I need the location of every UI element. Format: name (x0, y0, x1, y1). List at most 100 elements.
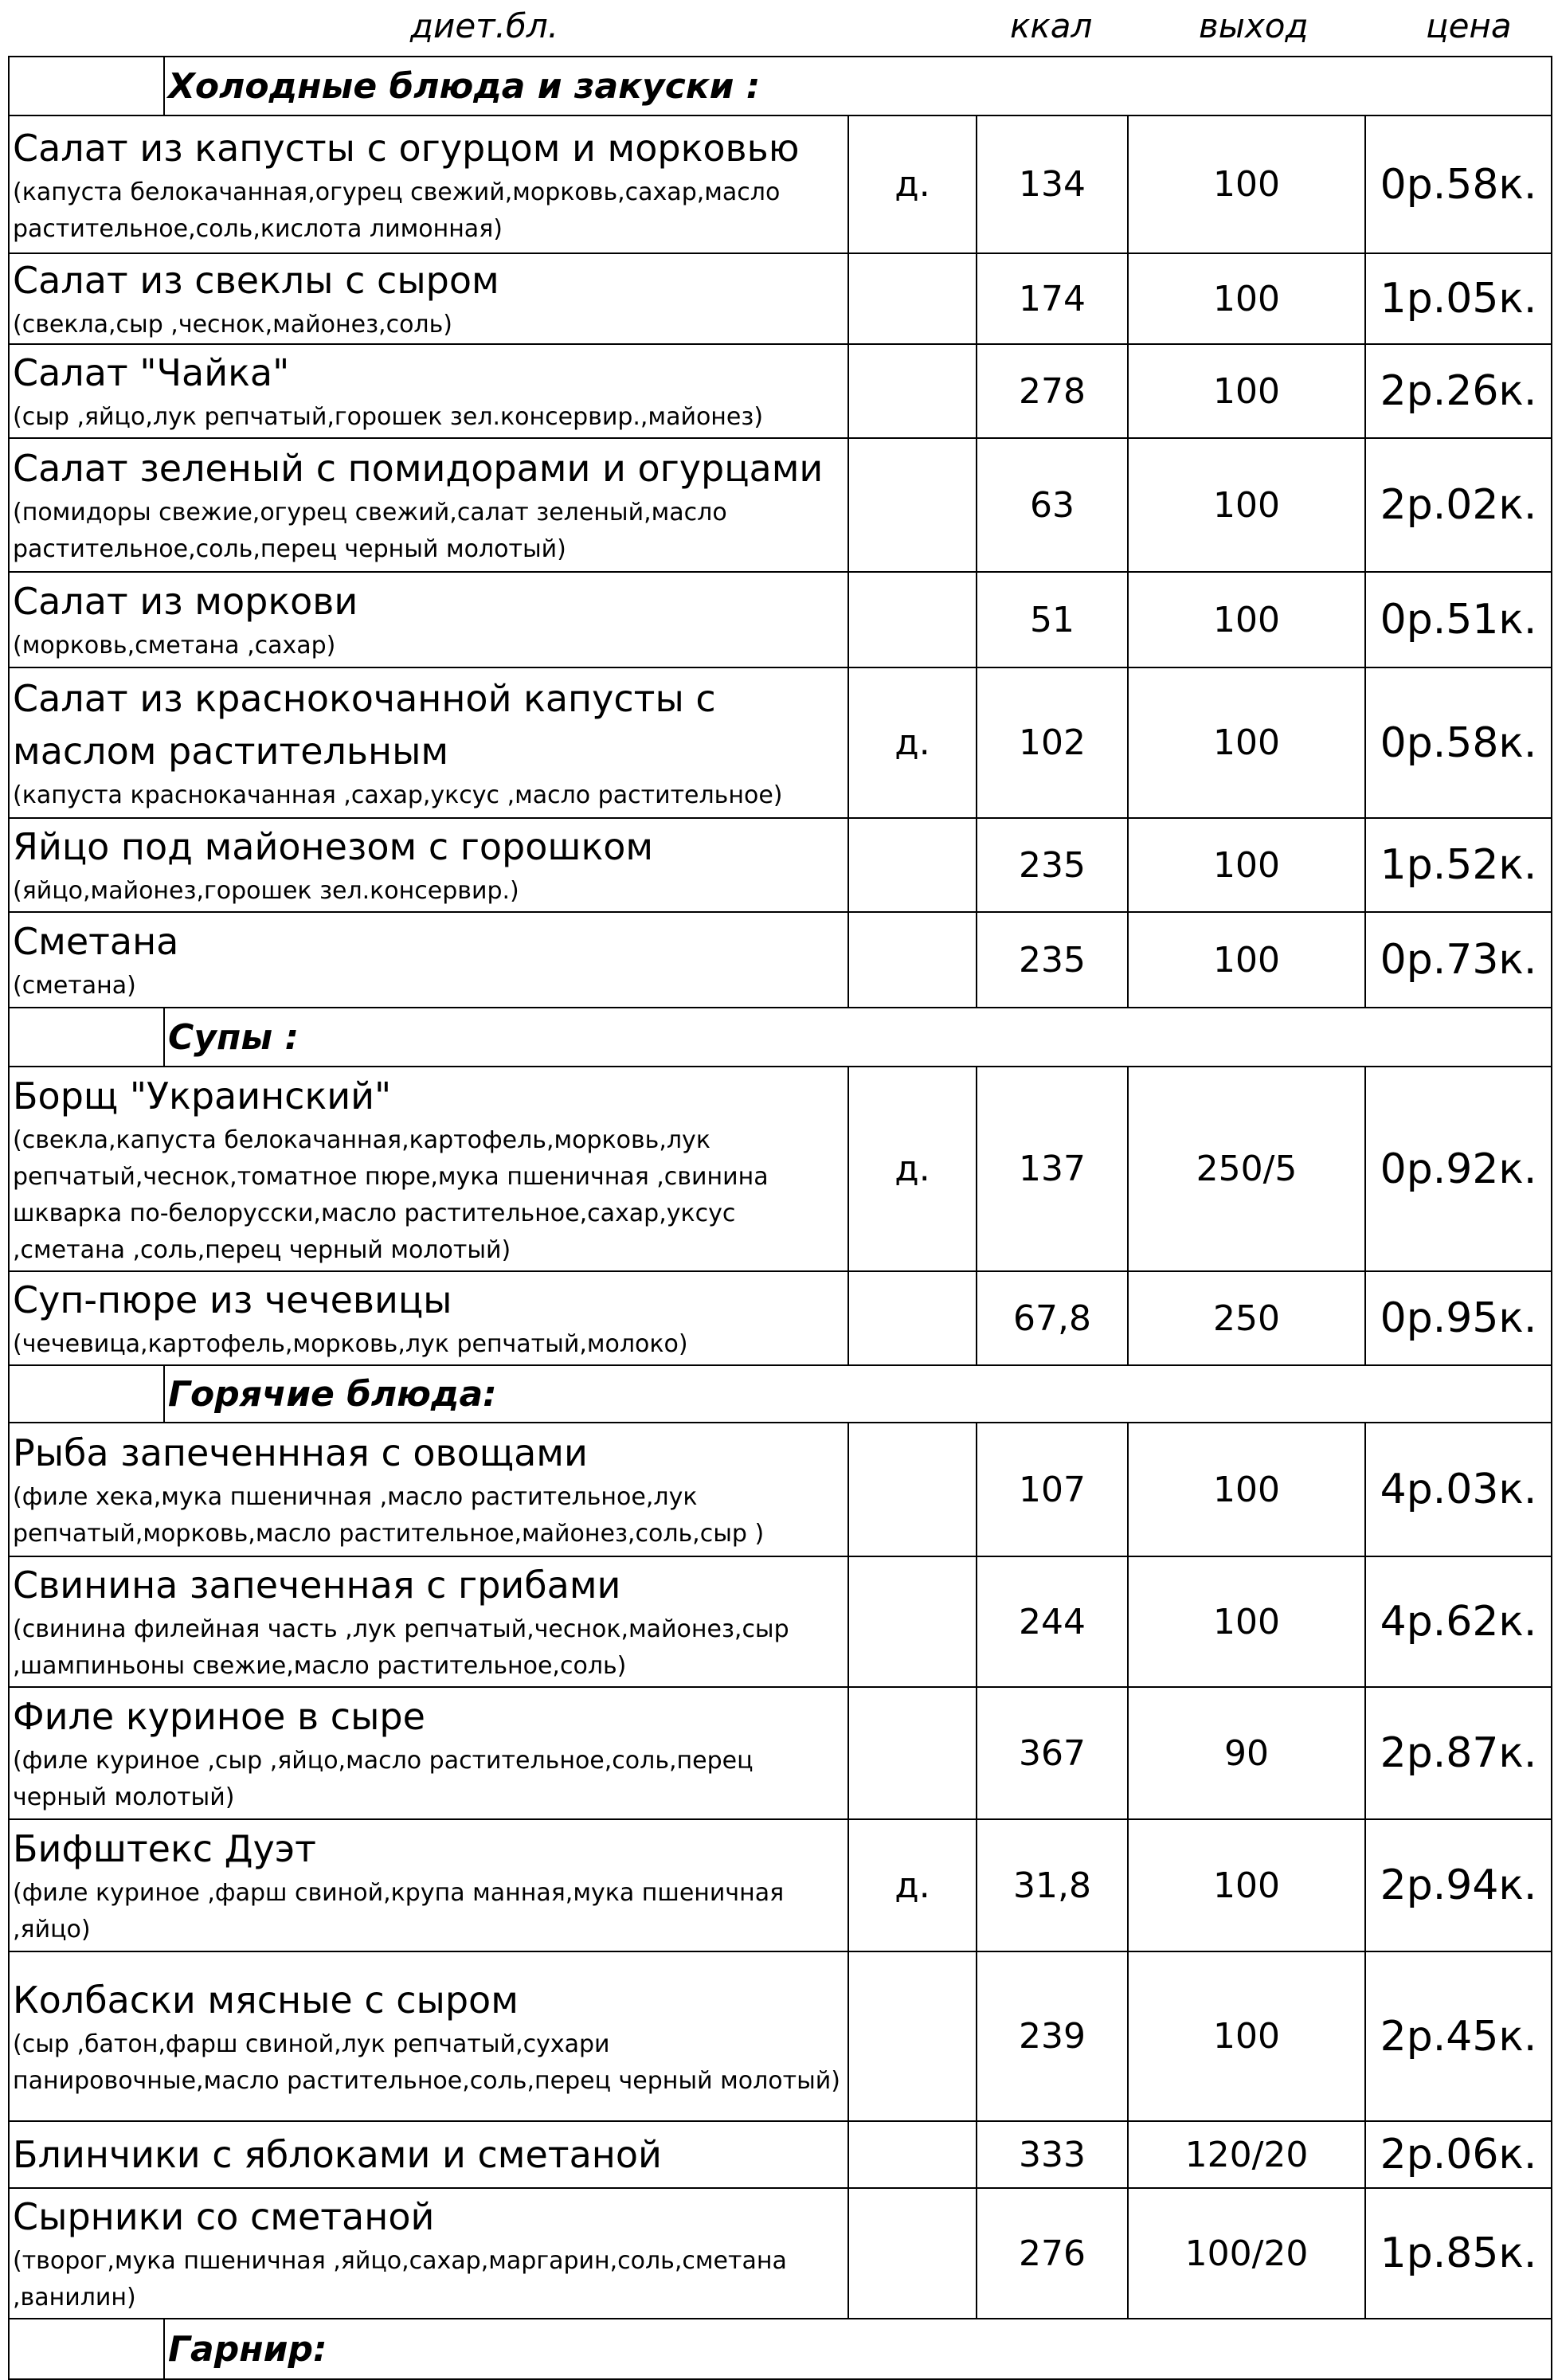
dish-ingredients: (яйцо,майонез,горошек зел.консервир.) (13, 877, 519, 905)
dish-name: Сметана (13, 920, 179, 963)
dish-name: Сырники со сметаной (13, 2195, 435, 2238)
dish-cell: Салат из свеклы с сыром (свекла,сыр ,чесн… (8, 252, 849, 345)
price-value: 1р.52к. (1364, 817, 1553, 913)
dish-ingredients: (творог,мука пшеничная ,яйцо,сахар,марга… (13, 2247, 787, 2311)
output-value: 100/20 (1127, 2187, 1366, 2319)
output-value: 100 (1127, 1951, 1366, 2122)
kcal-value: 51 (976, 571, 1129, 668)
diet-mark (847, 1270, 977, 1366)
output-value: 100 (1127, 571, 1366, 668)
diet-mark: д. (847, 667, 977, 819)
price-value: 0р.92к. (1364, 1066, 1553, 1272)
kcal-value: 107 (976, 1422, 1129, 1557)
dish-name: Рыба запеченнная с овощами (13, 1431, 588, 1474)
output-value: 100 (1127, 911, 1366, 1008)
price-value: 4р.62к. (1364, 1556, 1553, 1688)
kcal-value: 63 (976, 437, 1129, 573)
kcal-value: 333 (976, 2120, 1129, 2189)
diet-mark (847, 343, 977, 439)
section-header: Горячие блюда: (8, 1364, 1553, 1423)
diet-mark (847, 1686, 977, 1820)
kcal-value: 235 (976, 911, 1129, 1008)
dish-cell: Рыба запеченнная с овощами (филе хека,мук… (8, 1422, 849, 1557)
dish-ingredients: (филе куриное ,фарш свиной,крупа манная,… (13, 1879, 785, 1944)
dish-name: Филе куриное в сыре (13, 1695, 425, 1738)
section-title: Гарнир: (162, 2318, 1553, 2380)
price-value: 0р.51к. (1364, 571, 1553, 668)
dish-cell: Свинина запеченная с грибами (свинина фил… (8, 1556, 849, 1688)
dish-ingredients: (сыр ,батон,фарш свиной,лук репчатый,сух… (13, 2030, 840, 2095)
header-diet: диет.бл. (410, 6, 559, 45)
price-value: 2р.06к. (1364, 2120, 1553, 2189)
menu-item-row: Сырники со сметаной (творог,мука пшенична… (8, 2187, 1553, 2319)
menu-item-row: Рыба запеченнная с овощами (филе хека,мук… (8, 1422, 1553, 1557)
dish-ingredients: (филе куриное ,сыр ,яйцо,масло раститель… (13, 1747, 754, 1811)
output-value: 100 (1127, 1422, 1366, 1557)
kcal-value: 367 (976, 1686, 1129, 1820)
menu-item-row: Салат из моркови (морковь,сметана ,сахар)… (8, 571, 1553, 668)
menu-item-row: Борщ "Украинский" (свекла,капуста белокач… (8, 1066, 1553, 1272)
dish-name: Салат из капусты с огурцом и морковью (13, 126, 800, 170)
diet-mark: д. (847, 1066, 977, 1272)
diet-mark (847, 911, 977, 1008)
dish-name: Салат из свеклы с сыром (13, 259, 499, 302)
diet-mark (847, 1951, 977, 2122)
diet-mark: д. (847, 1818, 977, 1952)
menu-item-row: Салат зеленый с помидорами и огурцами (по… (8, 437, 1553, 573)
dish-cell: Колбаски мясные с сыром (сыр ,батон,фарш … (8, 1951, 849, 2122)
price-value: 0р.58к. (1364, 667, 1553, 819)
section-spacer (8, 56, 165, 116)
kcal-value: 67,8 (976, 1270, 1129, 1366)
dish-name: Блинчики с яблоками и сметаной (13, 2133, 662, 2176)
dish-cell: Бифштекс Дуэт (филе куриное ,фарш свиной,… (8, 1818, 849, 1952)
dish-ingredients: (свекла,сыр ,чеснок,майонез,соль) (13, 311, 452, 339)
menu-item-row: Филе куриное в сыре (филе куриное ,сыр ,я… (8, 1686, 1553, 1820)
dish-cell: Салат из моркови (морковь,сметана ,сахар) (8, 571, 849, 668)
header-output: выход (1199, 6, 1309, 45)
menu-item-row: Яйцо под майонезом с горошком (яйцо,майон… (8, 817, 1553, 913)
dish-ingredients: (свекла,капуста белокачанная,картофель,м… (13, 1125, 769, 1264)
menu-item-row: Суп-пюре из чечевицы (чечевица,картофель,… (8, 1270, 1553, 1366)
dish-name: Бифштекс Дуэт (13, 1827, 316, 1870)
dish-ingredients: (филе хека,мука пшеничная ,масло растите… (13, 1483, 765, 1548)
section-title: Супы : (162, 1007, 1553, 1067)
output-value: 100 (1127, 115, 1366, 254)
output-value: 100 (1127, 1818, 1366, 1952)
dish-name: Свинина запеченная с грибами (13, 1564, 621, 1607)
price-value: 4р.03к. (1364, 1422, 1553, 1557)
menu-item-row: Салат из капусты с огурцом и морковью (ка… (8, 115, 1553, 254)
price-value: 0р.58к. (1364, 115, 1553, 254)
menu-item-row: Салат из краснокочанной капусты с маслом… (8, 667, 1553, 819)
output-value: 250 (1127, 1270, 1366, 1366)
dish-cell: Сырники со сметаной (творог,мука пшенична… (8, 2187, 849, 2319)
kcal-value: 276 (976, 2187, 1129, 2319)
menu-item-row: Салат "Чайка" (сыр ,яйцо,лук репчатый,гор… (8, 343, 1553, 439)
dish-ingredients: (капуста краснокачанная ,сахар,уксус ,ма… (13, 781, 783, 809)
section-header: Холодные блюда и закуски : (8, 56, 1553, 116)
kcal-value: 239 (976, 1951, 1129, 2122)
dish-ingredients: (свинина филейная часть ,лук репчатый,че… (13, 1615, 789, 1680)
price-value: 1р.85к. (1364, 2187, 1553, 2319)
diet-mark (847, 2187, 977, 2319)
price-value: 2р.26к. (1364, 343, 1553, 439)
output-value: 100 (1127, 252, 1366, 345)
output-value: 100 (1127, 817, 1366, 913)
dish-name: Салат из краснокочанной капусты с маслом… (13, 676, 716, 773)
dish-cell: Сметана (сметана) (8, 911, 849, 1008)
price-value: 1р.05к. (1364, 252, 1553, 345)
menu-item-row: Колбаски мясные с сыром (сыр ,батон,фарш … (8, 1951, 1553, 2122)
section-spacer (8, 1364, 165, 1423)
diet-mark (847, 2120, 977, 2189)
diet-mark: д. (847, 115, 977, 254)
kcal-value: 137 (976, 1066, 1129, 1272)
dish-name: Колбаски мясные с сыром (13, 1978, 519, 2022)
price-value: 2р.87к. (1364, 1686, 1553, 1820)
dish-ingredients: (морковь,сметана ,сахар) (13, 632, 336, 660)
price-value: 0р.95к. (1364, 1270, 1553, 1366)
dish-cell: Блинчики с яблоками и сметаной (8, 2120, 849, 2189)
price-value: 2р.94к. (1364, 1818, 1553, 1952)
dish-ingredients: (сыр ,яйцо,лук репчатый,горошек зел.конс… (13, 403, 764, 431)
section-spacer (8, 2318, 165, 2380)
kcal-value: 102 (976, 667, 1129, 819)
dish-name: Суп-пюре из чечевицы (13, 1278, 452, 1321)
